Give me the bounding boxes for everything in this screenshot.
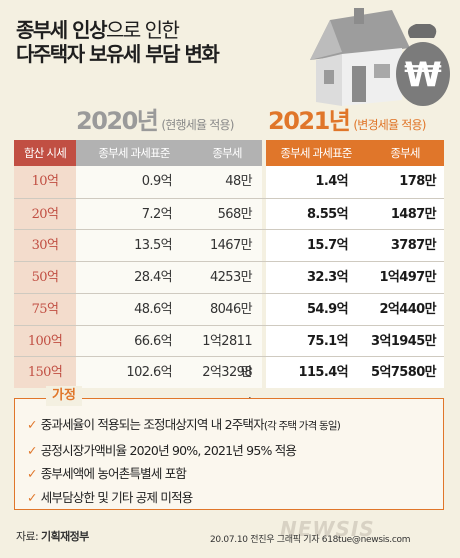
cell-tax-2021: 5억7580만 bbox=[371, 365, 437, 381]
header-base-2021: 종부세 과세표준 bbox=[266, 140, 366, 166]
cell-base-2020: 7.2억 bbox=[141, 206, 173, 222]
cell-base-2021: 32.3억 bbox=[306, 270, 349, 286]
year-2021-label: 2021년 (변경세율 적용) bbox=[268, 108, 426, 138]
cell-tax-2020: 4253만 bbox=[209, 270, 253, 286]
cell-base-2021: 1.4억 bbox=[315, 174, 348, 189]
cell-tax-2021: 3787만 bbox=[390, 238, 437, 254]
cell-price: 150억 bbox=[27, 365, 63, 381]
assumption-item: ✓ 중과세율이 적용되는 조정대상지역 내 2주택자(각 주택 가격 동일) bbox=[27, 417, 341, 432]
title-line2: 다주택자 보유세 부담 변화 bbox=[16, 42, 220, 67]
page-title: 종부세 인상으로 인한 다주택자 보유세 부담 변화 bbox=[16, 18, 220, 67]
cell-tax-2021: 2억440만 bbox=[379, 301, 436, 317]
cell-tax-2020: 1억2811만 bbox=[202, 333, 252, 381]
cell-tax-2020: 568만 bbox=[217, 206, 253, 222]
cell-base-2021: 15.7억 bbox=[306, 238, 349, 254]
cell-base-2021: 54.9억 bbox=[306, 301, 349, 317]
assumptions-box: ✓ 중과세율이 적용되는 조정대상지역 내 2주택자(각 주택 가격 동일) ✓ 공… bbox=[14, 398, 444, 510]
check-icon: ✓ bbox=[27, 442, 37, 458]
cell-price: 50억 bbox=[31, 270, 59, 286]
cell-tax-2021: 1억497만 bbox=[379, 270, 436, 286]
cell-base-2020: 48.6억 bbox=[134, 301, 173, 317]
cell-price: 100억 bbox=[27, 333, 63, 349]
cell-tax-2021: 178만 bbox=[399, 174, 436, 189]
year-2020-label: 2020년 (현행세율 적용) bbox=[76, 108, 234, 138]
cell-base-2021: 75.1억 bbox=[306, 333, 349, 349]
year-2020: 2020년 bbox=[76, 107, 159, 135]
check-icon: ✓ bbox=[27, 417, 37, 432]
year-2020-note: (현행세율 적용) bbox=[161, 118, 234, 132]
year-2021-note: (변경세율 적용) bbox=[353, 118, 426, 132]
check-icon: ✓ bbox=[27, 466, 37, 481]
cell-base-2020: 28.4억 bbox=[134, 270, 173, 286]
title-line1-bold: 종부세 인상 bbox=[16, 18, 107, 42]
title-line1-rest: 으로 인한 bbox=[105, 18, 180, 42]
cell-base-2020: 66.6억 bbox=[134, 333, 173, 349]
table-row: 50억 28.4억 4253만 32.3억 1억497만 bbox=[14, 261, 444, 294]
assumptions-title: 가정 bbox=[46, 386, 82, 406]
cell-tax-2021: 3억1945만 bbox=[371, 333, 437, 349]
graphic-credit: 20.07.10 전진우 그래픽 기자 618tue@newsis.com bbox=[210, 535, 411, 545]
cell-price: 10억 bbox=[31, 174, 59, 189]
cell-tax-2020: 48만 bbox=[225, 174, 252, 189]
year-2021: 2021년 bbox=[268, 107, 351, 135]
cell-tax-2021: 1487만 bbox=[390, 206, 437, 222]
cell-price: 30억 bbox=[31, 238, 59, 254]
table-row: 20억 7.2억 568만 8.55억 1487만 bbox=[14, 197, 444, 231]
table-row: 150억 102.6억 2억3298만 115.4억 5억7580만 bbox=[14, 356, 444, 412]
won-symbol: ₩ bbox=[404, 55, 442, 95]
header-price: 합산 시세 bbox=[14, 140, 76, 166]
header-tax-2021: 종부세 bbox=[366, 140, 444, 166]
cell-price: 75억 bbox=[31, 301, 59, 317]
house-money-bag-illustration: ₩ bbox=[310, 8, 450, 106]
header-tax-2020: 종부세 bbox=[192, 140, 262, 166]
cell-base-2020: 13.5억 bbox=[134, 238, 173, 254]
assumption-item: ✓ 세부담상한 및 기타 공제 미적용 bbox=[27, 489, 193, 505]
check-icon: ✓ bbox=[27, 489, 37, 505]
table-row: 10억 0.9억 48만 1.4억 178만 bbox=[14, 166, 444, 198]
cell-price: 20억 bbox=[31, 206, 59, 222]
cell-tax-2020: 1467만 bbox=[209, 238, 253, 254]
assumption-item: ✓ 공정시장가액비율 2020년 90%, 2021년 95% 적용 bbox=[27, 442, 297, 458]
header-base-2020: 종부세 과세표준 bbox=[76, 140, 192, 166]
source-credit: 자료: 기획재정부 bbox=[16, 530, 89, 543]
table-row: 30억 13.5억 1467만 15.7억 3787만 bbox=[14, 229, 444, 262]
table-row: 100억 66.6억 1억2811만 75.1억 3억1945만 bbox=[14, 324, 444, 380]
cell-base-2021: 8.55억 bbox=[306, 206, 349, 222]
table-header: 합산 시세 종부세 과세표준 종부세 종부세 과세표준 종부세 bbox=[14, 140, 444, 166]
cell-base-2021: 115.4억 bbox=[298, 365, 349, 381]
watermark: NEWSIS bbox=[280, 517, 375, 541]
assumption-item: ✓ 종부세액에 농어촌특별세 포함 bbox=[27, 466, 187, 481]
cell-base-2020: 0.9억 bbox=[141, 174, 173, 189]
cell-tax-2020: 8046만 bbox=[209, 301, 253, 317]
table-body: 10억 0.9억 48만 1.4억 178만 20억 7.2억 568만 8.5… bbox=[14, 166, 444, 412]
cell-base-2020: 102.6억 bbox=[126, 365, 172, 381]
table-row: 75억 48.6억 8046만 54.9억 2억440만 bbox=[14, 292, 444, 326]
